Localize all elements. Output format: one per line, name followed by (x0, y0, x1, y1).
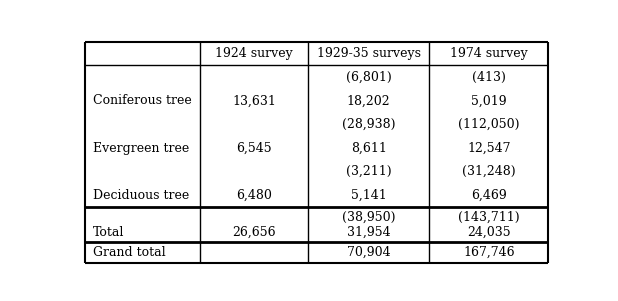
Text: 167,746: 167,746 (463, 246, 515, 259)
Text: (3,211): (3,211) (346, 165, 391, 178)
Text: 70,904: 70,904 (347, 246, 391, 259)
Text: Evergreen tree: Evergreen tree (93, 141, 189, 154)
Text: 1974 survey: 1974 survey (450, 47, 528, 60)
Text: 6,545: 6,545 (236, 141, 272, 154)
Text: 18,202: 18,202 (347, 94, 391, 107)
Text: 6,480: 6,480 (236, 189, 272, 202)
Text: 6,469: 6,469 (471, 189, 507, 202)
Text: Grand total: Grand total (93, 246, 166, 259)
Text: Total: Total (93, 225, 124, 238)
Text: 12,547: 12,547 (467, 141, 510, 154)
Text: Deciduous tree: Deciduous tree (93, 189, 189, 202)
Text: 31,954: 31,954 (347, 225, 391, 238)
Text: (143,711): (143,711) (458, 211, 520, 224)
Text: (413): (413) (472, 71, 506, 84)
Text: 1924 survey: 1924 survey (215, 47, 293, 60)
Text: 24,035: 24,035 (467, 225, 510, 238)
Text: 8,611: 8,611 (350, 141, 387, 154)
Text: 26,656: 26,656 (232, 225, 276, 238)
Text: 5,141: 5,141 (351, 189, 386, 202)
Text: (28,938): (28,938) (342, 118, 396, 131)
Text: (38,950): (38,950) (342, 211, 396, 224)
Text: 13,631: 13,631 (232, 94, 276, 107)
Text: (6,801): (6,801) (346, 71, 392, 84)
Text: (31,248): (31,248) (462, 165, 515, 178)
Text: 5,019: 5,019 (471, 94, 507, 107)
Text: Coniferous tree: Coniferous tree (93, 94, 192, 107)
Text: 1929-35 surveys: 1929-35 surveys (316, 47, 421, 60)
Text: (112,050): (112,050) (458, 118, 520, 131)
